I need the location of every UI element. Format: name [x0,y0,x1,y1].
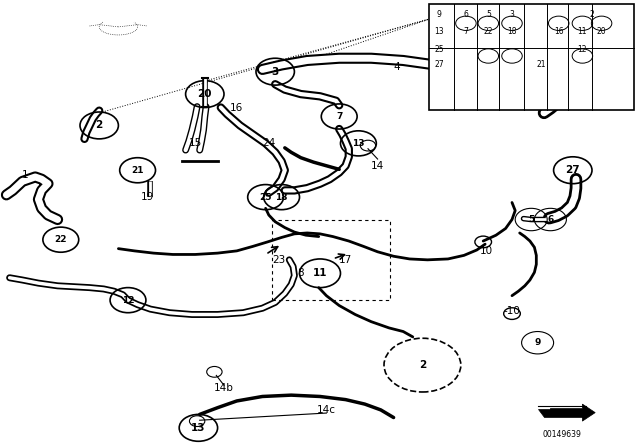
Text: 21: 21 [131,166,144,175]
Text: 21: 21 [536,60,545,69]
Text: 8: 8 [298,268,304,278]
Text: 7: 7 [336,112,342,121]
Text: 13: 13 [191,423,205,433]
Bar [272,220,390,300]
Text: 13: 13 [434,27,444,36]
Text: 2: 2 [419,360,426,370]
Text: 5: 5 [528,215,534,224]
Text: 20: 20 [596,27,607,36]
Text: 9: 9 [436,10,442,19]
Text: 15: 15 [189,138,202,148]
Text: 18: 18 [275,193,288,202]
Text: 22: 22 [484,27,493,36]
Text: 3: 3 [509,10,515,19]
Text: 28: 28 [538,60,550,70]
Text: 17: 17 [339,255,352,265]
Text: 10: 10 [480,246,493,256]
Text: 5: 5 [486,10,491,19]
Text: 25: 25 [259,193,272,202]
Polygon shape [550,404,595,421]
Text: 4: 4 [394,62,400,72]
Text: 23: 23 [272,255,285,265]
Text: 19: 19 [141,192,154,202]
Text: 9: 9 [534,338,541,347]
Polygon shape [538,409,586,417]
Text: 2: 2 [95,121,103,130]
Text: 14c: 14c [317,405,336,415]
Text: 6: 6 [463,10,468,19]
Text: 16: 16 [554,27,564,36]
Text: 3: 3 [271,67,279,77]
Text: 27: 27 [434,60,444,69]
Text: 14: 14 [371,161,384,171]
Text: 1: 1 [22,170,29,180]
Text: 24: 24 [262,138,275,148]
Text: 16: 16 [230,103,243,112]
Text: 00149639: 00149639 [543,430,581,439]
Text: 14b: 14b [214,383,234,392]
Text: 22: 22 [54,235,67,244]
Text: -10: -10 [504,306,520,316]
Text: 25: 25 [434,45,444,54]
Text: 6: 6 [547,215,554,224]
Text: 11: 11 [313,268,327,278]
Text: 26: 26 [531,80,544,90]
Text: 18: 18 [508,27,516,36]
Text: 27: 27 [566,165,580,175]
Text: 13: 13 [352,139,365,148]
Text: 12: 12 [578,45,587,54]
Text: 11: 11 [578,27,587,36]
Bar [429,4,634,110]
Text: 20: 20 [198,89,212,99]
Text: 12: 12 [122,296,134,305]
Text: 7: 7 [463,27,468,36]
Text: 2: 2 [589,10,595,19]
